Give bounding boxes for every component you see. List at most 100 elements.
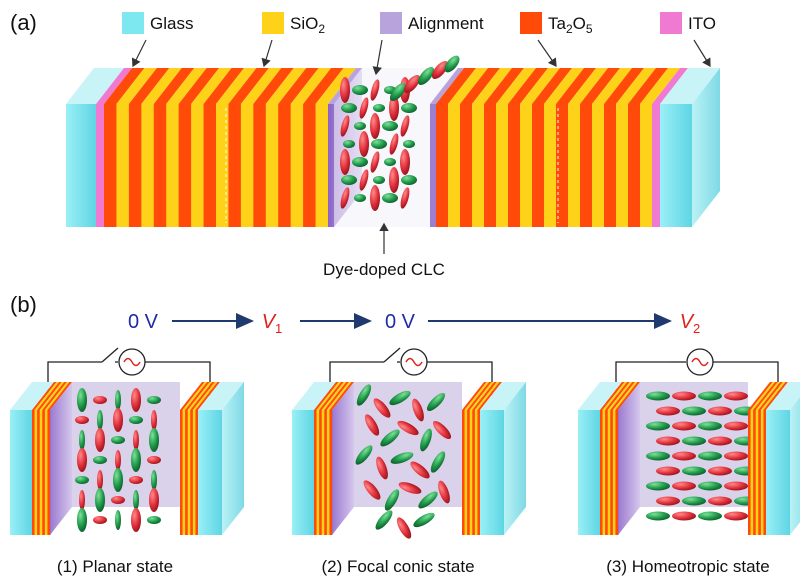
sine-wave-icon bbox=[405, 357, 423, 367]
lc-molecule bbox=[75, 416, 89, 424]
layer-front bbox=[758, 410, 762, 535]
layer-top bbox=[34, 382, 60, 410]
lc-molecule bbox=[370, 185, 380, 211]
lc-molecule bbox=[370, 151, 380, 173]
lc-molecule bbox=[111, 436, 125, 444]
glass-front bbox=[292, 410, 314, 535]
ito-swatch bbox=[660, 12, 682, 34]
glass-top bbox=[766, 382, 800, 410]
lc-molecule bbox=[646, 481, 670, 491]
lc-molecule bbox=[401, 103, 417, 113]
layer-front bbox=[321, 410, 325, 535]
voltage-sequence: 0 V V1 0 V V2 bbox=[128, 311, 700, 336]
layer-top bbox=[47, 382, 72, 410]
lc-molecule bbox=[403, 74, 421, 94]
cell-focal-conic bbox=[292, 347, 526, 539]
layer-top bbox=[750, 382, 776, 410]
layer-front bbox=[568, 104, 581, 227]
voltage-label: 0 V bbox=[128, 311, 159, 333]
lc-molecule bbox=[389, 167, 399, 193]
layer-front bbox=[32, 410, 35, 535]
lc-molecule bbox=[646, 451, 670, 461]
layer-front bbox=[763, 410, 767, 535]
layer-top bbox=[472, 68, 512, 104]
layer-top bbox=[604, 68, 644, 104]
state-label-planar: (1) Planar state bbox=[57, 557, 173, 576]
layer-front bbox=[484, 104, 497, 227]
lc-molecule bbox=[373, 104, 385, 112]
layer-top bbox=[469, 382, 495, 410]
lc-molecule bbox=[131, 448, 141, 472]
layer-top bbox=[315, 68, 356, 104]
lc-molecule bbox=[724, 481, 748, 491]
lc-molecule bbox=[397, 420, 419, 436]
sio2-swatch bbox=[262, 12, 284, 34]
ta2o5-pointer-arrow bbox=[537, 39, 557, 67]
layer-front bbox=[612, 410, 616, 535]
lc-molecule bbox=[375, 510, 393, 530]
layer-front bbox=[178, 104, 192, 227]
layer-front bbox=[748, 410, 751, 535]
lc-molecule bbox=[131, 508, 141, 532]
layer-front bbox=[469, 410, 473, 535]
layer-top bbox=[467, 382, 492, 410]
lc-molecule bbox=[682, 466, 706, 476]
layer-top bbox=[153, 68, 195, 104]
layer-front bbox=[556, 104, 569, 227]
lc-molecule bbox=[698, 421, 722, 431]
lc-molecule bbox=[672, 391, 696, 401]
layer-top bbox=[602, 382, 628, 410]
lc-molecule bbox=[413, 512, 435, 528]
glass-side bbox=[504, 382, 526, 535]
layer-front bbox=[605, 410, 609, 535]
lc-molecule bbox=[93, 396, 107, 404]
layer-top bbox=[472, 382, 497, 410]
layer-front bbox=[180, 410, 183, 535]
glass-front-left bbox=[66, 104, 96, 227]
layer-top bbox=[763, 382, 788, 410]
alignment-top-right bbox=[430, 68, 464, 104]
layer-top bbox=[316, 382, 342, 410]
lc-molecule bbox=[77, 388, 87, 412]
lc-molecule bbox=[396, 517, 412, 539]
lc-molecule bbox=[432, 420, 452, 440]
glass-top bbox=[10, 382, 54, 410]
layer-front bbox=[303, 104, 316, 227]
layer-front bbox=[315, 104, 329, 227]
lc-molecule bbox=[384, 158, 396, 166]
layer-front bbox=[314, 410, 317, 535]
layer-front bbox=[592, 104, 605, 227]
lc-molecule bbox=[147, 396, 161, 404]
layer-top bbox=[460, 68, 500, 104]
voltage-label: V1 bbox=[262, 311, 283, 336]
panel-b-label: (b) bbox=[10, 292, 37, 317]
layer-top bbox=[477, 382, 502, 410]
layer-front bbox=[44, 410, 48, 535]
lc-molecule bbox=[698, 481, 722, 491]
lc-molecule bbox=[708, 466, 732, 476]
layer-top bbox=[628, 68, 668, 104]
layer-top bbox=[607, 382, 633, 410]
lc-molecule bbox=[724, 511, 748, 521]
state-cells bbox=[10, 347, 800, 539]
layer-front bbox=[464, 410, 468, 535]
layer-top bbox=[240, 68, 282, 104]
layer-front bbox=[477, 410, 481, 535]
lc-molecule bbox=[672, 481, 696, 491]
layer-top bbox=[484, 68, 524, 104]
lc-molecule bbox=[398, 482, 422, 494]
lc-molecule bbox=[147, 516, 161, 524]
layer-top bbox=[104, 68, 145, 104]
lc-molecule bbox=[400, 149, 410, 175]
layer-front bbox=[640, 104, 653, 227]
lc-molecule bbox=[359, 169, 369, 191]
glass-top-left bbox=[66, 68, 124, 104]
glass-legend-label: Glass bbox=[150, 14, 193, 33]
lc-molecule bbox=[129, 476, 143, 484]
glass-pointer-arrow bbox=[131, 39, 147, 68]
glass-front bbox=[198, 410, 222, 535]
lc-molecule bbox=[389, 95, 399, 121]
lc-molecule bbox=[373, 176, 385, 184]
layer-front bbox=[755, 410, 759, 535]
layer-front bbox=[240, 104, 254, 227]
